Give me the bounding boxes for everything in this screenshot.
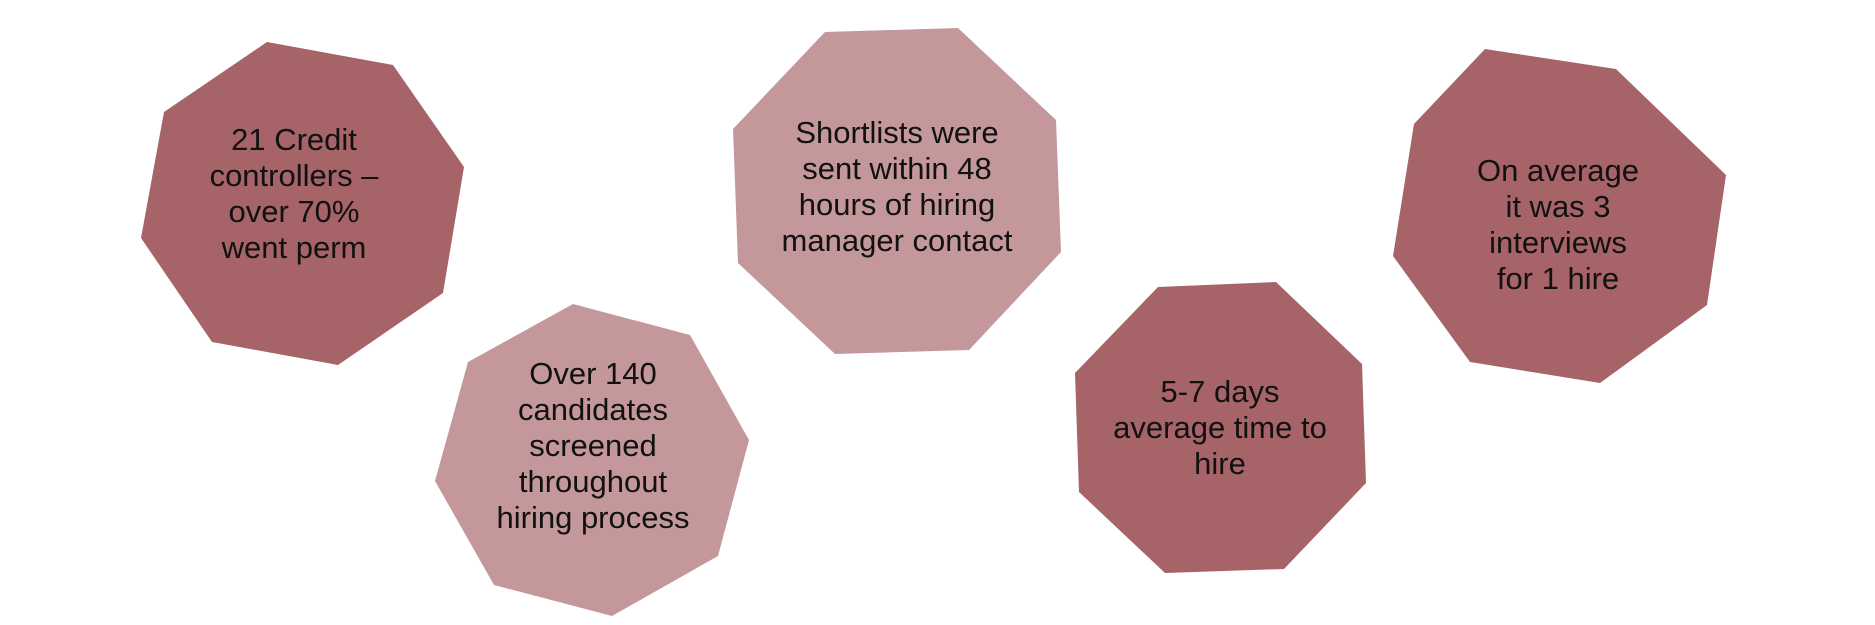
- stat-credit-controllers: 21 Credit controllers – over 70% went pe…: [209, 122, 379, 265]
- octagon-shape-4: [1075, 282, 1366, 573]
- octagon-shape-2: [435, 304, 749, 616]
- octagon-shape-1: [141, 42, 464, 365]
- stat-candidates-screened: Over 140 candidates screened throughout …: [496, 356, 690, 535]
- stat-interviews-per-hire: On average it was 3 interviews for 1 hir…: [1477, 153, 1639, 296]
- octagon-shape-5: [1393, 49, 1726, 383]
- octagon-shape-3: [733, 28, 1061, 354]
- stat-time-to-hire: 5-7 days average time to hire: [1113, 374, 1327, 481]
- stat-shortlists: Shortlists were sent within 48 hours of …: [781, 115, 1013, 258]
